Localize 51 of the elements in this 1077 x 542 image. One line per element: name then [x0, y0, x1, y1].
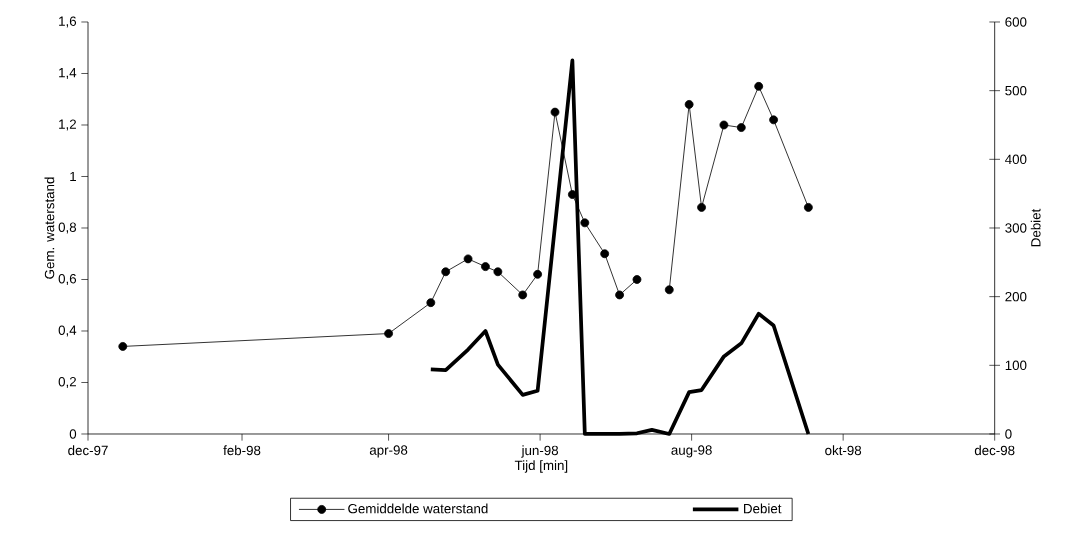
point [664, 285, 674, 295]
x-tick-label: feb-98 [223, 445, 261, 456]
point [803, 202, 813, 212]
point [580, 218, 590, 228]
point [463, 254, 473, 264]
point [736, 123, 746, 132]
legend-label: Gemiddelde waterstand [348, 503, 488, 514]
point [684, 99, 694, 109]
y-tick-label: 1 [70, 171, 76, 182]
y2-tick-label: 100 [1005, 360, 1027, 371]
y-tick-label: 0 [69, 429, 77, 439]
y2-tick-label: 600 [1005, 17, 1027, 27]
y2-tick-label: 500 [1005, 85, 1027, 96]
point [426, 298, 436, 308]
y-tick-label: 0,6 [58, 273, 77, 286]
y-axis-title: Gem. waterstand [44, 177, 55, 279]
x-axis-title: Tijd [min] [514, 460, 568, 473]
x-tick-label: jun-98 [521, 445, 559, 458]
point [481, 262, 490, 272]
y2-tick-label: 300 [1005, 223, 1027, 233]
point [518, 290, 528, 300]
point [493, 267, 503, 277]
point [615, 290, 624, 300]
y-tick-label: 0,4 [58, 325, 77, 337]
y-tick-label: 1,2 [59, 119, 76, 131]
point [754, 81, 764, 91]
x-tick-label: dec-98 [974, 445, 1015, 456]
y-tick-label: 0,8 [58, 222, 77, 234]
point [600, 249, 610, 259]
y-tick-label: 1,4 [59, 68, 77, 79]
y-tick-label: 1,6 [59, 16, 77, 28]
x-tick-label: okt-98 [825, 445, 862, 456]
x-tick-label: aug-98 [671, 445, 712, 458]
y2-tick-label: 0 [1005, 429, 1012, 439]
point [769, 115, 778, 125]
point [384, 329, 393, 338]
legend-label: Debiet [744, 503, 782, 514]
y2-axis-title: Debiet [1030, 208, 1041, 247]
y2-tick-label: 400 [1005, 154, 1027, 165]
x-tick-label: apr-98 [369, 445, 408, 458]
point [568, 190, 577, 199]
point [550, 107, 560, 117]
point [118, 342, 128, 351]
point [441, 267, 451, 277]
point [632, 275, 642, 284]
point [533, 269, 543, 279]
y-tick-label: 0,2 [58, 376, 76, 388]
point [719, 120, 729, 130]
point [697, 202, 706, 212]
x-tick-label: dec-97 [68, 445, 108, 456]
y2-tick-label: 200 [1005, 291, 1027, 302]
